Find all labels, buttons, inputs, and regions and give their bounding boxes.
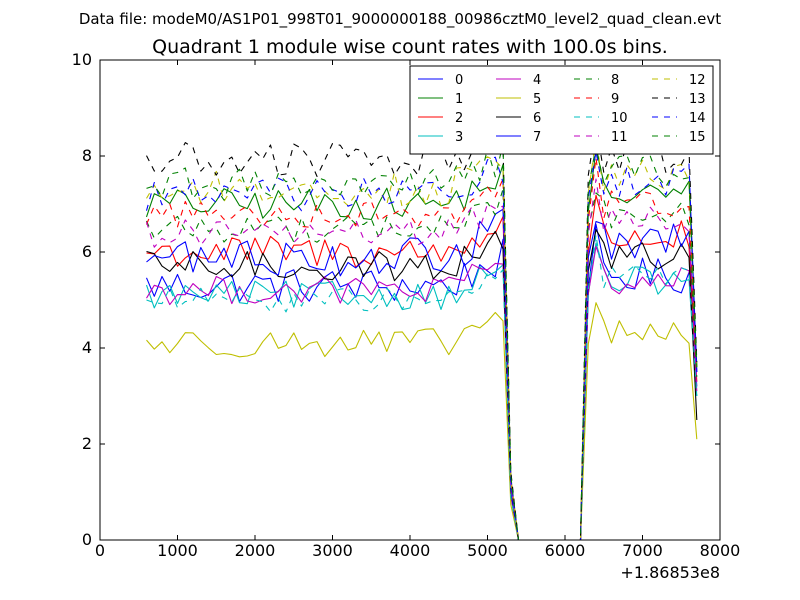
x-tick-label: 1000 (157, 541, 198, 560)
x-tick-label: 8000 (700, 541, 741, 560)
legend-label-11: 11 (611, 130, 628, 145)
legend-label-13: 13 (689, 92, 706, 107)
x-tick-label: 0 (95, 541, 105, 560)
legend-label-5: 5 (533, 92, 541, 107)
series-line-7 (146, 208, 698, 540)
y-tick-label: 6 (82, 242, 92, 261)
x-tick-label: 2000 (235, 541, 276, 560)
series-line-3 (145, 242, 698, 540)
x-tick-label: 4000 (390, 541, 431, 560)
plot-frame (99, 59, 721, 541)
legend-box (409, 65, 714, 155)
legend-label-1: 1 (455, 92, 463, 107)
legend-label-0: 0 (455, 73, 463, 88)
legend-label-4: 4 (533, 73, 541, 88)
y-tick-label: 10 (72, 50, 92, 69)
y-tick-label: 0 (82, 530, 92, 549)
series-line-1 (145, 148, 698, 540)
series-line-11 (145, 178, 698, 540)
series-line-13 (146, 123, 698, 540)
legend-label-3: 3 (455, 130, 463, 145)
y-tick-label: 4 (82, 338, 92, 357)
legend-label-10: 10 (611, 111, 628, 126)
legend-label-12: 12 (689, 73, 706, 88)
x-axis-offset-label: +1.86853e8 (620, 563, 720, 582)
y-tick-label: 2 (82, 434, 92, 453)
series-lines (145, 123, 698, 540)
series-line-2 (146, 194, 698, 540)
series-line-4 (146, 245, 698, 540)
legend-label-9: 9 (611, 92, 619, 107)
series-line-5 (146, 302, 698, 540)
legend-label-2: 2 (455, 111, 463, 126)
legend-label-14: 14 (689, 111, 706, 126)
figure-suptitle: Data file: modeM0/AS1P01_998T01_90000001… (79, 10, 721, 29)
legend-label-8: 8 (611, 73, 619, 88)
legend-label-6: 6 (533, 111, 541, 126)
x-tick-label: 5000 (467, 541, 508, 560)
x-tick-label: 7000 (622, 541, 663, 560)
y-tick-label: 8 (82, 146, 92, 165)
series-line-0 (145, 223, 698, 540)
axes-title: Quadrant 1 module wise count rates with … (152, 36, 668, 58)
x-tick-label: 3000 (312, 541, 353, 560)
series-line-10 (146, 234, 698, 540)
series-line-9 (145, 157, 698, 540)
x-tick-label: 6000 (545, 541, 586, 560)
legend-label-15: 15 (689, 130, 706, 145)
legend-label-7: 7 (533, 130, 541, 145)
series-line-6 (146, 229, 698, 540)
